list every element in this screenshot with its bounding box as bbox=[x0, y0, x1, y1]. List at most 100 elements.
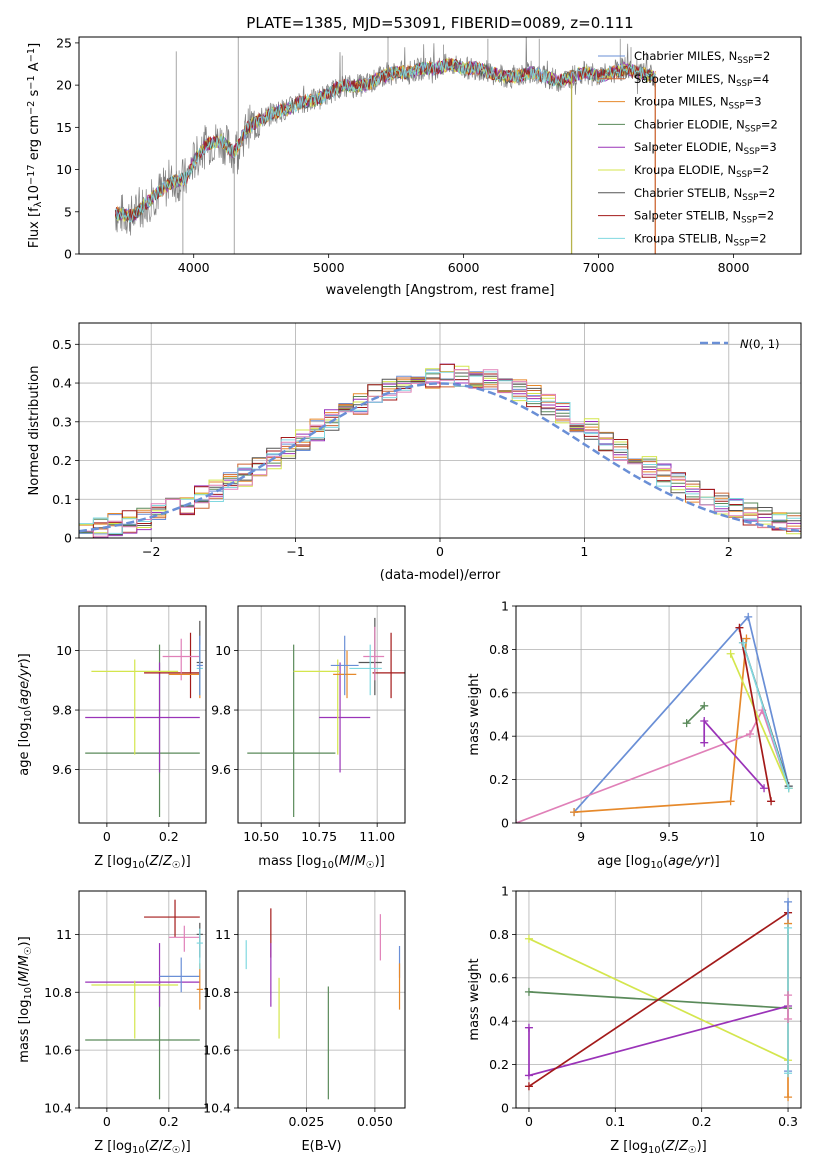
y-tick-label: 10 bbox=[56, 643, 72, 658]
x-tick-label: 10.75 bbox=[301, 829, 337, 844]
x-tick-label: 0.2 bbox=[692, 1114, 712, 1129]
x-tick-label: 0.2 bbox=[159, 829, 179, 844]
x-tick-label: 0.2 bbox=[159, 1114, 179, 1129]
errorbar-point bbox=[372, 632, 405, 699]
y-tick-label: 1 bbox=[501, 884, 509, 899]
x-tick-label: −2 bbox=[142, 544, 160, 559]
x-tick-label: 9.5 bbox=[659, 829, 679, 844]
errorbar-point bbox=[168, 925, 200, 952]
y-tick-label: 0.6 bbox=[489, 970, 509, 985]
legend-entry-label: Kroupa STELIB, NSSP=2 bbox=[634, 231, 767, 248]
x-tick-label: 9 bbox=[577, 829, 585, 844]
x-axis-label: wavelength [Angstrom, rest frame] bbox=[326, 283, 555, 298]
y-tick-label: 10.8 bbox=[203, 985, 231, 1000]
mass-weight-line bbox=[574, 638, 748, 813]
y-tick-label: 9.8 bbox=[52, 703, 72, 718]
x-axis-label: Z [log10(Z/Z☉)] bbox=[94, 854, 191, 871]
mass-weight-marker bbox=[524, 1071, 533, 1080]
y-tick-label: 0.6 bbox=[489, 685, 509, 700]
errorbar-point bbox=[144, 632, 200, 699]
y-axis-label: Normed distribution bbox=[27, 366, 42, 496]
x-tick-label: 7000 bbox=[583, 260, 615, 275]
normal-curve-line bbox=[79, 382, 801, 533]
mass-weight-marker bbox=[742, 634, 751, 643]
residuals-panel: −2 −1 0 1 2 0 0.1 0.2 0.3 0.4 0.5 N(0, 1) (data-mode… bbox=[27, 322, 802, 583]
errorbar-point bbox=[247, 644, 336, 818]
errorbar-point bbox=[85, 644, 200, 818]
y-tick-label: 15 bbox=[56, 120, 72, 135]
x-tick-label: 0.050 bbox=[357, 1114, 393, 1129]
plot-area bbox=[516, 612, 793, 823]
mass-weight-line bbox=[742, 642, 790, 789]
plot-area bbox=[245, 908, 401, 1100]
y-tick-label: 10.6 bbox=[203, 1043, 231, 1058]
mass-weight-marker bbox=[700, 717, 709, 726]
mass-weight-marker bbox=[735, 623, 744, 632]
mass-weight-marker bbox=[784, 991, 793, 1000]
y-tick-label: 0.2 bbox=[52, 453, 72, 468]
axes-frame bbox=[78, 36, 802, 255]
plot-area bbox=[85, 899, 203, 1100]
x-axis-label: E(B-V) bbox=[301, 1139, 341, 1154]
legend-entry-label: N(0, 1) bbox=[740, 337, 780, 351]
y-axis-label: age [log10(age/yr)] bbox=[17, 653, 34, 776]
y-tick-label: 1 bbox=[501, 599, 509, 614]
mass-weight-marker bbox=[784, 784, 793, 793]
x-tick-label: 10 bbox=[749, 829, 765, 844]
plot-area bbox=[85, 620, 203, 818]
x-tick-label: 0.3 bbox=[778, 1114, 798, 1129]
x-tick-label: 2 bbox=[725, 544, 733, 559]
axes-frame bbox=[78, 322, 802, 539]
mass-weight-line bbox=[528, 911, 789, 1088]
mass-weight-marker bbox=[524, 1023, 533, 1032]
x-tick-label: 10.50 bbox=[243, 829, 279, 844]
axes-frame bbox=[78, 890, 207, 1109]
y-tick-label: 10.4 bbox=[44, 1101, 72, 1116]
errorbar-point bbox=[85, 662, 200, 773]
legend-entry-label: Chabrier ELODIE, NSSP=2 bbox=[634, 117, 778, 134]
x-tick-label: 11.00 bbox=[359, 829, 395, 844]
x-tick-label: 0 bbox=[436, 544, 444, 559]
mass-weight-marker bbox=[524, 987, 533, 996]
mass-weight-line bbox=[703, 718, 765, 789]
mass-weight-marker bbox=[726, 649, 735, 658]
x-tick-label: 4000 bbox=[178, 260, 210, 275]
weight-vs-Z-panel: 0 0.1 0.2 0.3 0 0.2 0.4 0.6 0.8 1 Z [log10(Z/Z☉)] m… bbox=[467, 884, 802, 1156]
age-vs-mass-panel: 10.50 10.75 11.00 9.6 9.8 10 mass [log10(M/M☉)… bbox=[211, 605, 406, 871]
y-tick-label: 10 bbox=[215, 643, 231, 658]
y-tick-label: 0.4 bbox=[489, 1014, 509, 1029]
y-tick-label: 11 bbox=[215, 927, 231, 942]
y-tick-label: 11 bbox=[56, 927, 72, 942]
x-axis-label: Z [log10(Z/Z☉)] bbox=[94, 1139, 191, 1156]
y-tick-label: 9.6 bbox=[52, 762, 72, 777]
residuals-legend: N(0, 1) bbox=[700, 337, 780, 351]
y-tick-label: 0.2 bbox=[489, 1057, 509, 1072]
errorbar-point bbox=[330, 635, 359, 696]
errorbar-point bbox=[349, 644, 382, 696]
legend-entry-label: Salpeter MILES, NSSP=4 bbox=[634, 72, 769, 89]
legend-entry-label: Chabrier MILES, NSSP=2 bbox=[634, 49, 770, 66]
errorbar-point bbox=[319, 662, 371, 773]
y-tick-label: 0.3 bbox=[52, 414, 72, 429]
y-tick-label: 10 bbox=[56, 162, 72, 177]
x-tick-label: 0 bbox=[103, 829, 111, 844]
y-tick-label: 9.6 bbox=[211, 762, 231, 777]
x-tick-label: 0.1 bbox=[605, 1114, 625, 1129]
x-tick-label: 8000 bbox=[718, 260, 750, 275]
mass-weight-marker bbox=[745, 730, 754, 739]
plot-area bbox=[524, 897, 793, 1102]
mass-weight-marker bbox=[744, 612, 753, 621]
mass-weight-line bbox=[528, 1005, 789, 1077]
mass-weight-marker bbox=[767, 797, 776, 806]
y-tick-label: 0 bbox=[501, 816, 509, 831]
y-axis-label: mass weight bbox=[467, 958, 482, 1040]
y-tick-label: 10.8 bbox=[44, 985, 72, 1000]
plot-area bbox=[114, 37, 656, 254]
x-axis-label: age [log10(age/yr)] bbox=[597, 854, 720, 871]
legend-entry-label: Kroupa MILES, NSSP=3 bbox=[634, 95, 762, 112]
x-axis-label: Z [log10(Z/Z☉)] bbox=[610, 1139, 707, 1156]
residual-histogram-step bbox=[79, 363, 801, 538]
mass-weight-marker bbox=[784, 1015, 793, 1024]
y-tick-label: 5 bbox=[64, 204, 72, 219]
errorbar-point bbox=[363, 626, 385, 681]
